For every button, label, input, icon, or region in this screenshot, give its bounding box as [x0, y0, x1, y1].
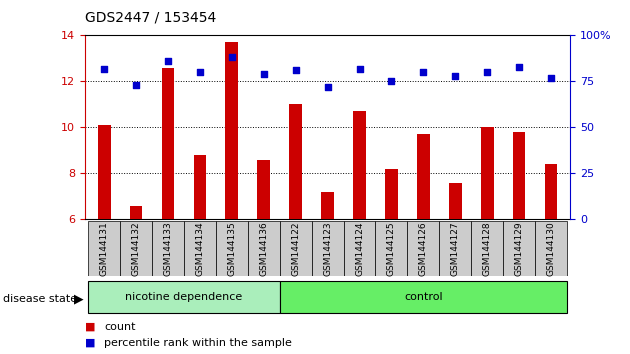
Bar	[280, 221, 312, 276]
Text: ▶: ▶	[74, 293, 84, 306]
Point	[99, 66, 109, 72]
Point	[195, 69, 205, 75]
Point	[163, 58, 173, 64]
Text: GSM144135: GSM144135	[227, 221, 236, 276]
Bar	[184, 221, 216, 276]
Bar	[343, 221, 375, 276]
Bar	[408, 221, 439, 276]
Bar	[544, 164, 558, 219]
Text: GSM144133: GSM144133	[164, 221, 173, 276]
Point	[227, 55, 237, 60]
Text: GSM144128: GSM144128	[483, 221, 491, 276]
Point	[450, 73, 461, 79]
Text: disease state: disease state	[3, 294, 77, 304]
Bar	[226, 42, 238, 219]
Bar	[439, 221, 471, 276]
Bar	[513, 132, 525, 219]
Text: GSM144136: GSM144136	[260, 221, 268, 276]
Bar	[312, 221, 343, 276]
Point	[546, 75, 556, 81]
Text: GSM144132: GSM144132	[132, 221, 140, 276]
Bar	[193, 155, 206, 219]
Point	[386, 79, 396, 84]
Text: count: count	[104, 322, 135, 332]
Bar	[449, 183, 462, 219]
Bar	[385, 169, 398, 219]
Text: GSM144127: GSM144127	[450, 221, 460, 276]
Bar	[152, 221, 184, 276]
Text: GSM144123: GSM144123	[323, 221, 332, 276]
Text: GSM144122: GSM144122	[291, 222, 300, 276]
Point	[259, 71, 269, 77]
Text: GSM144134: GSM144134	[195, 221, 205, 276]
Point	[418, 69, 428, 75]
Text: ■: ■	[85, 338, 96, 348]
Bar	[481, 127, 493, 219]
Point	[482, 69, 492, 75]
Text: nicotine dependence: nicotine dependence	[125, 292, 243, 302]
Text: GSM144126: GSM144126	[419, 221, 428, 276]
Text: GSM144130: GSM144130	[546, 221, 556, 276]
Bar	[353, 111, 366, 219]
Text: GSM144131: GSM144131	[100, 221, 109, 276]
Text: GSM144129: GSM144129	[515, 221, 524, 276]
Bar	[258, 160, 270, 219]
Text: percentile rank within the sample: percentile rank within the sample	[104, 338, 292, 348]
Text: ■: ■	[85, 322, 96, 332]
Bar	[321, 192, 334, 219]
Point	[131, 82, 141, 88]
Text: GDS2447 / 153454: GDS2447 / 153454	[85, 11, 216, 25]
Bar	[248, 221, 280, 276]
Bar	[162, 68, 175, 219]
Point	[355, 66, 365, 72]
Bar	[216, 221, 248, 276]
Bar	[120, 221, 152, 276]
Point	[290, 68, 301, 73]
Text: GSM144125: GSM144125	[387, 221, 396, 276]
Bar	[98, 125, 111, 219]
Bar	[535, 221, 567, 276]
Bar	[417, 135, 430, 219]
Text: control: control	[404, 292, 443, 302]
Point	[323, 84, 333, 90]
Bar	[503, 221, 535, 276]
Bar	[471, 221, 503, 276]
Bar	[280, 281, 567, 313]
Text: GSM144124: GSM144124	[355, 222, 364, 276]
Point	[514, 64, 524, 69]
Bar	[88, 281, 280, 313]
Bar	[130, 206, 142, 219]
Bar	[88, 221, 120, 276]
Bar	[289, 104, 302, 219]
Bar	[375, 221, 408, 276]
